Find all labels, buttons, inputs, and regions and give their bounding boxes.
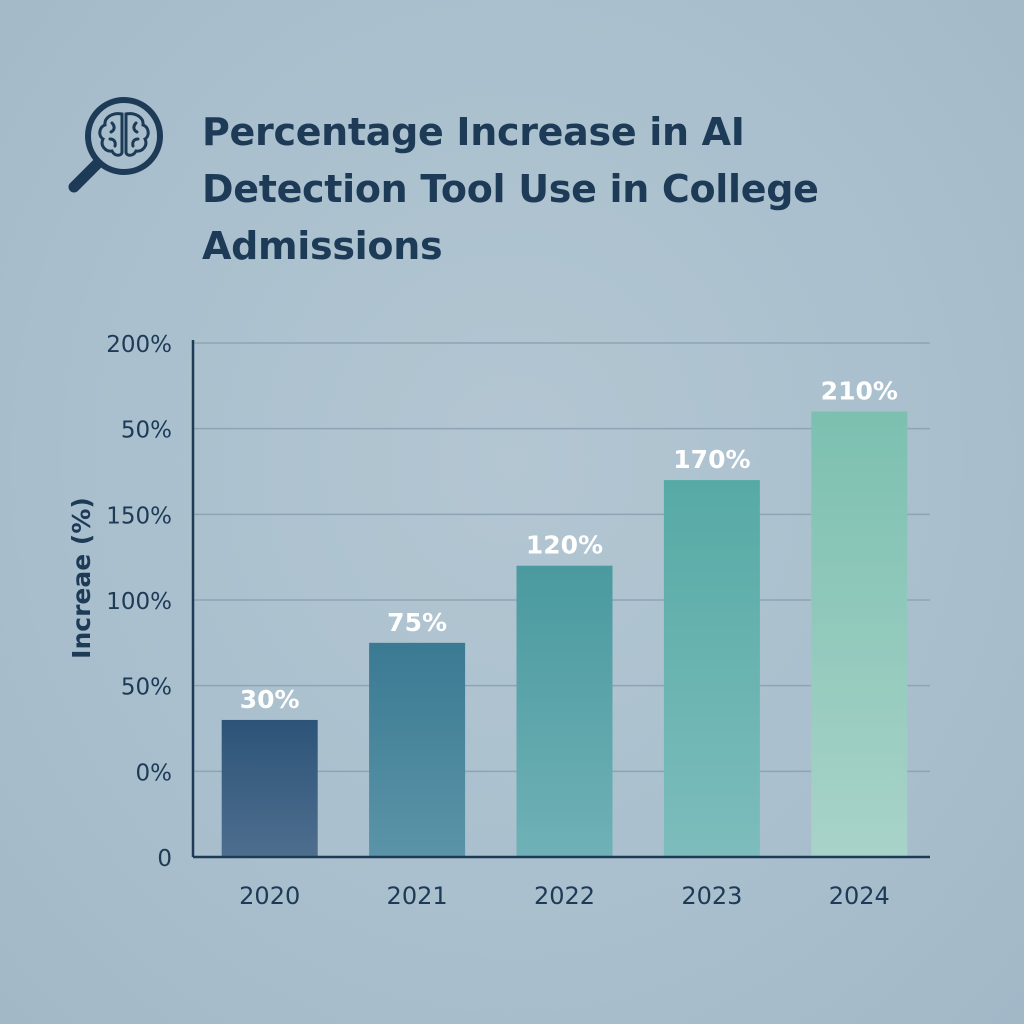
data-labels: 30% 75% 120% 170% 210% (240, 377, 898, 714)
x-tick-label: 2020 (239, 882, 300, 910)
magnifier-brain-icon (68, 97, 163, 193)
x-tick-label: 2024 (829, 882, 890, 910)
y-tick-label: 200% (106, 332, 172, 358)
x-tick-label: 2023 (681, 882, 742, 910)
y-tick-label: 50% (121, 418, 172, 444)
y-tick-label: 150% (106, 503, 172, 529)
data-label: 30% (240, 685, 300, 714)
data-label: 170% (673, 445, 750, 474)
bar-2021 (369, 642, 466, 857)
y-ticks: 0 0% 50% 100% 150% 50% 200% (106, 332, 172, 872)
data-label: 75% (387, 608, 447, 637)
bar-2022 (516, 565, 613, 857)
y-axis-label: Increae (%) (67, 497, 96, 659)
x-tick-label: 2022 (534, 882, 595, 910)
bars (221, 411, 908, 857)
y-tick-label: 50% (121, 675, 172, 701)
data-label: 120% (526, 531, 603, 560)
bar-2023 (663, 480, 760, 857)
data-label: 210% (821, 377, 898, 406)
axes (191, 340, 930, 859)
chart-header: Percentage Increase in AI Detection Tool… (60, 92, 960, 272)
bar-2020 (221, 719, 318, 857)
x-tick-label: 2021 (387, 882, 448, 910)
y-tick-label: 100% (106, 589, 172, 615)
y-tick-label: 0 (157, 846, 172, 872)
bar-2024 (811, 411, 908, 857)
x-ticks: 2020 2021 2022 2023 2024 (239, 882, 890, 910)
y-tick-label: 0% (136, 760, 173, 786)
chart-title: Percentage Increase in AI Detection Tool… (202, 110, 819, 268)
